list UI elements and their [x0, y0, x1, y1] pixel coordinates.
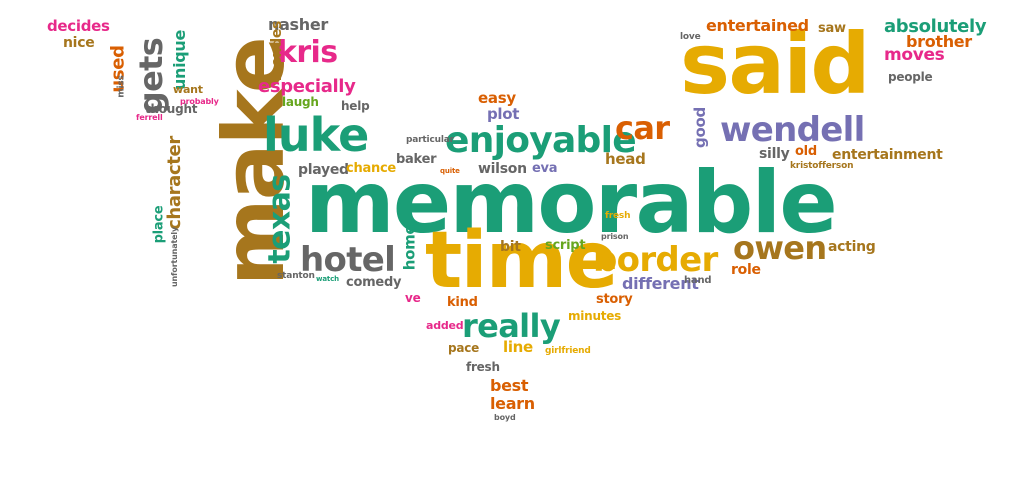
word-nasher: nasher — [268, 15, 328, 34]
word-ve: kind — [447, 295, 478, 310]
word-bit: script — [545, 238, 586, 253]
word-kind: added — [426, 319, 464, 332]
word-line: girlfriend — [545, 346, 591, 356]
word-story: minutes — [568, 309, 622, 323]
word-different: head — [605, 150, 646, 168]
word-texas: texas — [262, 174, 298, 264]
word-prison: fresh — [605, 211, 631, 221]
word-nice: nice — [63, 35, 95, 51]
word-brother: brother — [906, 32, 972, 51]
word-played: chance — [346, 161, 396, 176]
word-role: acting — [828, 239, 876, 255]
word-hand: stanton — [277, 271, 315, 281]
word-want: probably — [180, 97, 219, 106]
word-place: moves — [884, 45, 945, 65]
word-entertainment: kristofferson — [790, 161, 854, 171]
word-luke: luke — [263, 108, 369, 162]
word-ferrell: miss — [116, 75, 127, 98]
word-absolutely: absolutely — [884, 16, 987, 37]
word-character: character — [163, 136, 185, 230]
word-wendell: wendell — [720, 110, 865, 150]
word-minutes: pace — [448, 341, 479, 355]
word-especially: especially — [258, 76, 356, 97]
word-said: said — [680, 15, 871, 113]
word-good: bit — [500, 239, 521, 255]
word-quite: prison — [601, 232, 629, 241]
word-home: comedy — [346, 275, 402, 290]
word-memorable: memorable — [305, 153, 838, 253]
word-eva: good — [690, 107, 709, 148]
word-comedy: ve — [405, 291, 421, 305]
word-people: easy — [478, 89, 516, 107]
word-stanton: unfortunately — [170, 226, 180, 288]
word-thought: laugh — [282, 95, 319, 109]
word-love: saw — [818, 21, 846, 36]
word-laugh: help — [341, 99, 370, 113]
word-wilson: eva — [532, 161, 558, 176]
word-mendes: mendes — [269, 20, 286, 82]
word-time: time — [425, 216, 619, 306]
word-decides: decides — [47, 17, 110, 35]
word-girlfriend: fresh — [466, 360, 500, 374]
word-fresh: best — [490, 376, 529, 395]
word-particular: quite — [440, 167, 460, 175]
word-unique: unique — [170, 29, 190, 91]
word-enjoyable: enjoyable — [445, 120, 637, 161]
word-owen: owen — [733, 229, 827, 267]
word-saw: people — [888, 70, 933, 84]
word-unfortunately: place — [151, 205, 167, 244]
word-learn: boyd — [494, 413, 516, 422]
word-festival: watch — [316, 275, 339, 283]
word-miss: particular — [406, 135, 454, 145]
word-head: silly — [759, 146, 790, 162]
word-hotel: hotel — [300, 240, 396, 280]
word-help: want — [173, 83, 203, 96]
word-car: car — [615, 109, 670, 147]
word-old: entertainment — [832, 147, 943, 163]
word-kris: kris — [277, 35, 338, 70]
word-pace: line — [503, 338, 533, 356]
word-acting: baker — [396, 152, 437, 167]
word-best: learn — [490, 394, 535, 413]
word-baker: played — [298, 162, 349, 178]
word-little: thought — [145, 102, 198, 116]
word-probably: ferrell — [136, 113, 163, 122]
word-really: really — [462, 307, 561, 345]
word-boyd: hand — [684, 275, 712, 286]
word-moves: entertained — [706, 16, 809, 35]
word-silly: old — [795, 144, 817, 159]
word-plot: different — [622, 274, 699, 293]
word-added: story — [596, 292, 633, 307]
word-entertained: love — [680, 32, 701, 42]
word-border: border — [593, 240, 718, 280]
word-kristofferson: role — [731, 262, 761, 278]
word-script: home — [400, 224, 419, 271]
word-easy: plot — [487, 105, 520, 123]
word-chance: wilson — [478, 161, 527, 177]
